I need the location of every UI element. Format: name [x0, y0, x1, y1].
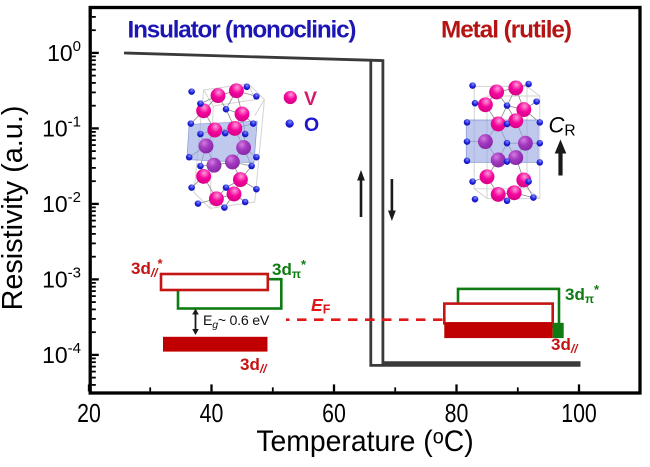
svg-text:Metal (rutile): Metal (rutile)	[441, 17, 572, 44]
svg-text:100: 100	[561, 399, 597, 429]
svg-text:Insulator (monoclinic): Insulator (monoclinic)	[128, 17, 357, 44]
svg-text:40: 40	[200, 399, 224, 429]
svg-text:V: V	[304, 88, 317, 110]
svg-text:Resistivity (a.u.): Resistivity (a.u.)	[0, 106, 29, 311]
svg-text:Eg~ 0.6 eV: Eg~ 0.6 eV	[203, 313, 270, 331]
svg-text:80: 80	[445, 399, 469, 429]
svg-text:3dπ*: 3dπ*	[565, 282, 600, 306]
svg-text:20: 20	[77, 399, 101, 429]
svg-text:O: O	[304, 114, 319, 136]
svg-text:60: 60	[322, 399, 346, 429]
